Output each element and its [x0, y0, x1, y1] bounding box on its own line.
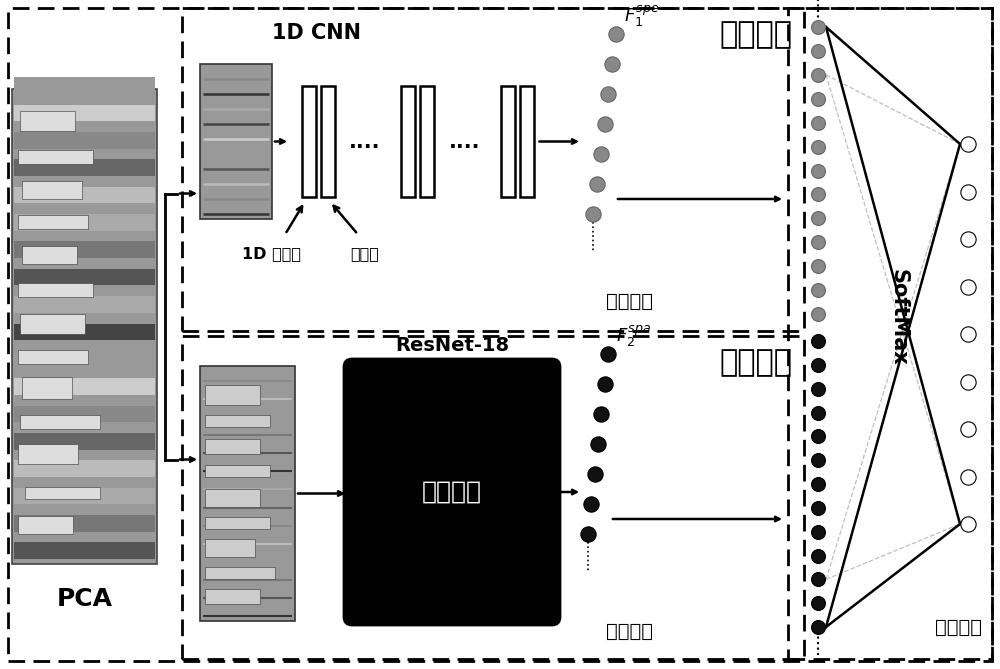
Text: 全联接层: 全联接层 [606, 292, 653, 311]
Bar [14, 242, 155, 258]
Bar [14, 433, 155, 450]
Text: SoftMax: SoftMax [888, 269, 908, 365]
Bar [14, 378, 155, 395]
Bar [14, 105, 155, 121]
Bar [14, 214, 155, 231]
FancyBboxPatch shape [344, 359, 560, 625]
Text: 全联接层: 全联接层 [935, 618, 982, 637]
Bar [18, 350, 88, 364]
Bar [20, 111, 75, 131]
Bar [14, 515, 155, 532]
Bar [205, 589, 260, 604]
Bar [205, 539, 255, 557]
Text: $F_1^{spe}$: $F_1^{spe}$ [624, 4, 659, 29]
Bar [18, 516, 73, 534]
Bar [182, 336, 804, 659]
Bar [200, 64, 272, 219]
Bar [205, 385, 260, 405]
Bar [20, 415, 100, 429]
Bar [205, 439, 260, 454]
Text: 1D 卷积层: 1D 卷积层 [242, 246, 302, 262]
Text: PCA: PCA [56, 587, 112, 611]
Bar [302, 86, 316, 197]
Bar [200, 366, 295, 621]
Text: ....: .... [449, 132, 481, 151]
Bar [205, 517, 270, 529]
Text: 空间分支: 空间分支 [719, 348, 792, 377]
Bar [320, 86, 334, 197]
Bar [12, 89, 157, 564]
Bar [14, 187, 155, 203]
Bar [22, 377, 72, 399]
Bar [501, 86, 515, 197]
Bar [14, 460, 155, 477]
Bar [14, 269, 155, 286]
Bar [18, 283, 93, 297]
Bar [420, 86, 434, 197]
Bar [14, 543, 155, 559]
Text: ResNet-18: ResNet-18 [395, 336, 509, 355]
Bar [22, 246, 77, 264]
Bar [20, 314, 85, 334]
Bar [14, 488, 155, 504]
Bar [22, 181, 82, 199]
Bar [18, 150, 93, 164]
Bar [205, 567, 275, 579]
Text: 池化层: 池化层 [351, 246, 379, 262]
Bar [205, 465, 270, 477]
Bar [14, 351, 155, 367]
Bar [14, 324, 155, 340]
Text: 全联接层: 全联接层 [606, 622, 653, 641]
Bar [182, 8, 804, 331]
Text: ....: .... [349, 132, 381, 151]
Bar [205, 415, 270, 427]
Bar [14, 405, 155, 422]
Text: 1D CNN: 1D CNN [272, 23, 362, 43]
Bar [401, 86, 415, 197]
Bar [788, 8, 992, 659]
Text: $F_2^{spa}$: $F_2^{spa}$ [616, 324, 651, 349]
Bar [14, 78, 155, 94]
Bar [25, 487, 100, 499]
Bar [14, 159, 155, 176]
Bar [205, 489, 260, 507]
Text: 迁移模型: 迁移模型 [422, 480, 482, 504]
Bar [520, 86, 534, 197]
Bar [14, 296, 155, 313]
Text: 光谱分支: 光谱分支 [719, 20, 792, 49]
Bar [18, 215, 88, 229]
Bar [14, 132, 155, 149]
Bar [18, 444, 78, 464]
